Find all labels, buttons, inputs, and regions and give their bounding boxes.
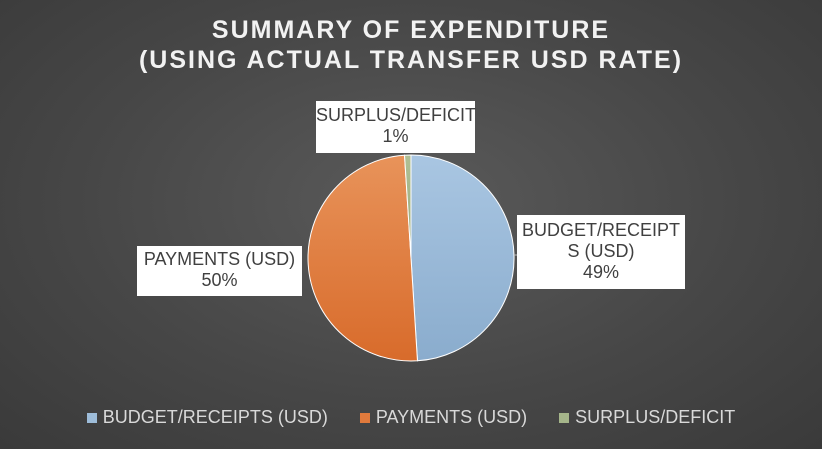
legend-label: SURPLUS/DEFICIT xyxy=(575,407,736,427)
chart-title: SUMMARY OF EXPENDITURE xyxy=(211,16,611,44)
data-label-name: PAYMENTS (USD) xyxy=(143,249,296,269)
legend-item-budget-receipts[interactable]: BUDGET/RECEIPTS (USD) xyxy=(86,407,328,428)
legend-swatch xyxy=(359,412,370,423)
data-label-surplus-deficit: SURPLUS/DEFICIT 1% xyxy=(316,101,477,153)
data-label-name: BUDGET/RECEIPT xyxy=(521,220,681,240)
legend-swatch xyxy=(86,412,97,423)
pie-slice-payments[interactable] xyxy=(307,154,419,362)
chart-subtitle: (USING ACTUAL TRANSFER USD RATE) xyxy=(138,46,684,74)
pie-slice-surplus-deficit[interactable] xyxy=(403,154,412,259)
data-label-percent: 49% xyxy=(582,262,620,282)
data-label-percent: 1% xyxy=(382,126,409,146)
data-label-percent: 50% xyxy=(201,270,238,290)
legend-item-payments[interactable]: PAYMENTS (USD) xyxy=(359,407,528,428)
legend-item-surplus-deficit[interactable]: SURPLUS/DEFICIT xyxy=(559,407,735,428)
data-label-budget-receipts: BUDGET/RECEIPT S (USD) 49% xyxy=(517,215,685,289)
data-label-name: SURPLUS/DEFICIT xyxy=(316,105,477,125)
legend-label: PAYMENTS (USD) xyxy=(375,407,528,427)
pie-slice-budget-receipts[interactable] xyxy=(410,154,515,362)
data-label-name: S (USD) xyxy=(567,241,635,261)
legend-swatch xyxy=(559,412,570,423)
data-label-payments: PAYMENTS (USD) 50% xyxy=(137,246,302,296)
legend-label: BUDGET/RECEIPTS (USD) xyxy=(102,407,328,427)
chart-legend: BUDGET/RECEIPTS (USD) PAYMENTS (USD) SUR… xyxy=(0,407,822,428)
